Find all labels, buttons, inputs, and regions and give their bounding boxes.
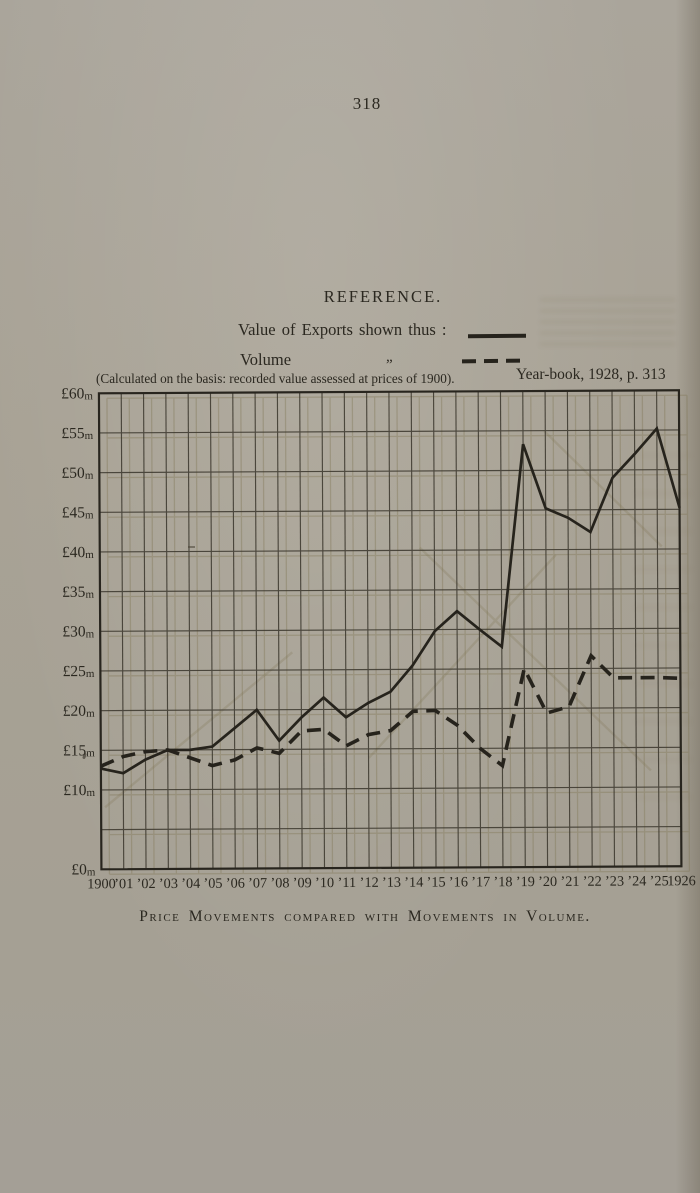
svg-text:’13: ’13 xyxy=(382,875,401,891)
svg-text:’14: ’14 xyxy=(404,875,423,891)
svg-text:’07: ’07 xyxy=(248,875,267,891)
source-citation: Year-book, 1928, p. 313 xyxy=(516,366,666,383)
reference-heading: REFERENCE. xyxy=(323,287,443,306)
svg-text:’15: ’15 xyxy=(427,875,446,891)
svg-text:’12: ’12 xyxy=(360,875,379,891)
svg-text:£25m: £25m xyxy=(63,663,95,680)
svg-text:£60m: £60m xyxy=(61,385,93,402)
svg-text:£50m: £50m xyxy=(61,465,93,482)
svg-text:£35m: £35m xyxy=(62,584,94,601)
svg-text:1900: 1900 xyxy=(87,876,116,892)
x-axis-labels: 1900’01’02’03’04’05’06’07’08’09’10’11’12… xyxy=(87,873,696,892)
scan-speck xyxy=(188,546,195,548)
bleed-through-smudge xyxy=(540,298,675,346)
svg-text:£15m: £15m xyxy=(63,742,95,759)
calculation-note: (Calculated on the basis: recorded value… xyxy=(96,371,455,386)
svg-text:£55m: £55m xyxy=(61,425,93,442)
svg-text:’03: ’03 xyxy=(159,876,178,892)
svg-text:’08: ’08 xyxy=(270,875,289,891)
svg-text:’25: ’25 xyxy=(650,873,669,889)
svg-text:£30m: £30m xyxy=(62,623,94,640)
grid xyxy=(99,390,682,870)
svg-text:£40m: £40m xyxy=(62,544,94,561)
svg-text:’09: ’09 xyxy=(293,875,312,891)
svg-text:’05: ’05 xyxy=(203,876,222,892)
exports-line xyxy=(100,425,681,775)
svg-text:’18: ’18 xyxy=(493,874,512,890)
bleed-through-smudge xyxy=(634,430,692,800)
svg-text:’11: ’11 xyxy=(338,875,357,891)
svg-text:£0m: £0m xyxy=(71,861,96,878)
svg-text:1926: 1926 xyxy=(667,873,696,889)
plot-frame xyxy=(97,389,683,871)
svg-text:£20m: £20m xyxy=(63,703,95,720)
svg-text:’01: ’01 xyxy=(114,876,133,892)
svg-text:’21: ’21 xyxy=(560,874,579,890)
legend-volume-label: Volume xyxy=(240,350,292,369)
y-axis-labels: £60m £55m £50m £45m £40m £35m £30m £25m £20m £15m… xyxy=(61,385,96,878)
volume-line xyxy=(100,652,681,769)
svg-text:’23: ’23 xyxy=(605,874,624,890)
svg-text:’02: ’02 xyxy=(137,876,156,892)
svg-text:’22: ’22 xyxy=(583,874,602,890)
legend-exports-label: Value of Exports shown thus : xyxy=(238,320,447,339)
svg-text:’19: ’19 xyxy=(516,874,535,890)
svg-text:’17: ’17 xyxy=(471,874,490,890)
svg-text:’06: ’06 xyxy=(226,876,245,892)
svg-text:£45m: £45m xyxy=(62,504,94,521)
svg-text:’04: ’04 xyxy=(181,876,200,892)
bleed-through-grid xyxy=(106,394,691,875)
page-number: 318 xyxy=(352,94,382,113)
svg-text:’20: ’20 xyxy=(538,874,557,890)
svg-text:’10: ’10 xyxy=(315,875,334,891)
ditto-mark: „ xyxy=(386,349,393,365)
chart-caption: Price Movements compared with Movements … xyxy=(139,908,591,925)
svg-text:’16: ’16 xyxy=(449,874,468,890)
svg-text:£10m: £10m xyxy=(63,782,95,799)
svg-text:’24: ’24 xyxy=(627,873,646,889)
